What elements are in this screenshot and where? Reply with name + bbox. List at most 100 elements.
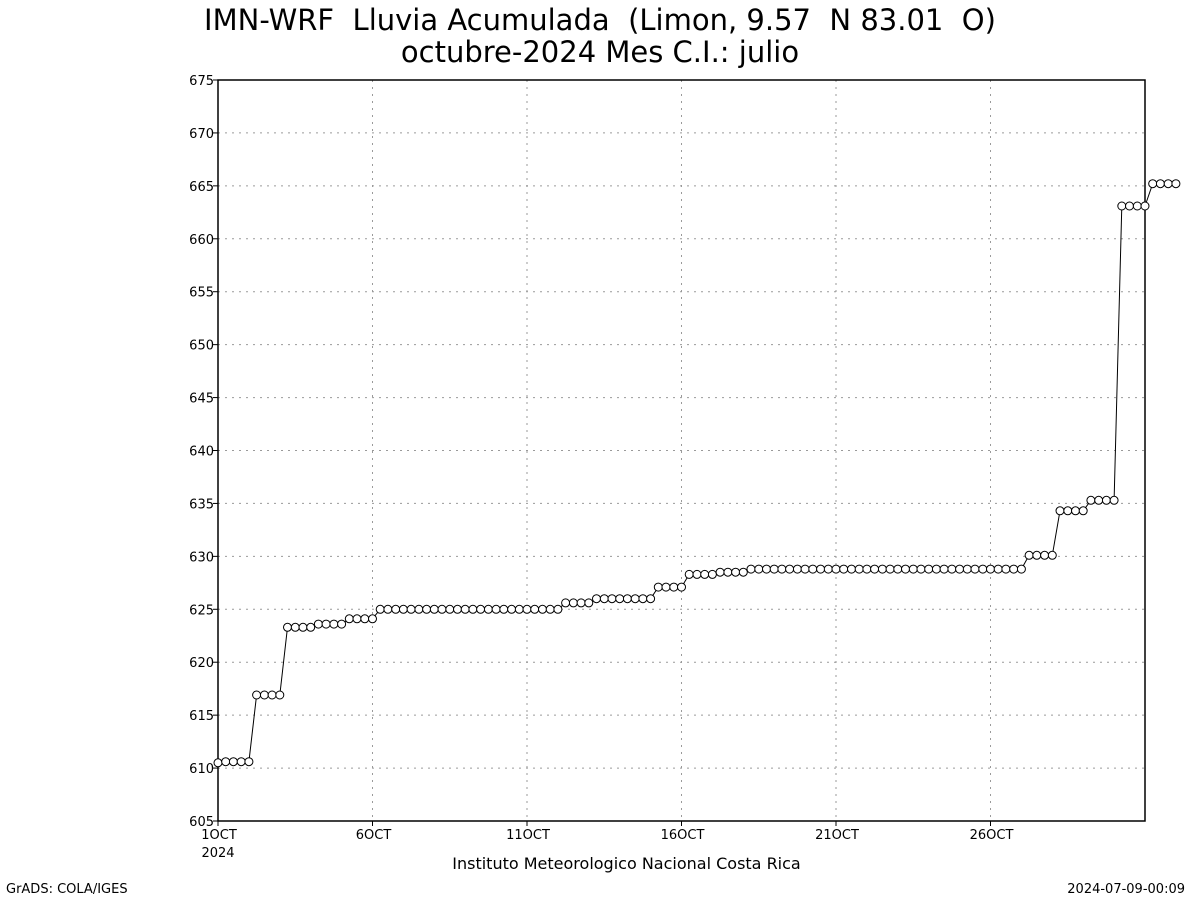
data-point — [391, 604, 401, 614]
data-point — [1109, 495, 1119, 505]
data-point — [228, 757, 238, 767]
data-point — [584, 598, 594, 608]
data-point — [839, 564, 849, 574]
data-point — [831, 564, 841, 574]
data-point — [530, 604, 540, 614]
data-point — [414, 604, 424, 614]
data-point — [491, 604, 501, 614]
data-point — [1063, 506, 1073, 516]
data-point — [1140, 201, 1150, 211]
data-point — [1171, 179, 1181, 189]
data-point — [785, 564, 795, 574]
y-tick-label: 615 — [189, 709, 214, 724]
data-point — [368, 614, 377, 624]
data-point — [507, 604, 517, 614]
data-point — [901, 564, 910, 574]
accumulated-rain-line — [217, 183, 1176, 764]
data-point — [669, 582, 679, 592]
data-point — [823, 564, 833, 574]
data-point — [1055, 506, 1065, 516]
data-point — [808, 564, 818, 574]
y-tick-label: 665 — [189, 180, 214, 195]
data-point — [746, 564, 756, 574]
data-point — [893, 564, 903, 574]
data-point — [939, 564, 949, 574]
x-tick-year-label: 2024 — [201, 846, 234, 861]
data-point — [993, 564, 1003, 574]
data-point — [499, 604, 509, 614]
data-point — [908, 564, 918, 574]
x-tick-label: 21OCT — [815, 828, 859, 843]
data-point — [1009, 564, 1019, 574]
data-point — [1078, 506, 1088, 516]
data-point — [429, 604, 439, 614]
x-tick-label: 16OCT — [661, 828, 705, 843]
data-point — [1125, 201, 1134, 211]
y-tick-label: 630 — [189, 550, 214, 565]
data-point — [615, 594, 625, 604]
data-point — [1040, 550, 1050, 560]
data-point — [978, 564, 988, 574]
data-point — [283, 622, 292, 632]
y-tick-label: 610 — [189, 762, 214, 777]
data-point — [816, 564, 826, 574]
data-point — [298, 622, 308, 632]
data-point — [538, 604, 547, 614]
data-point — [568, 598, 578, 608]
data-point — [1148, 179, 1158, 189]
data-point — [630, 594, 640, 604]
data-point — [522, 604, 532, 614]
data-point — [1132, 201, 1142, 211]
axis-ticks — [213, 79, 991, 826]
data-point — [321, 619, 331, 629]
institute-label: Instituto Meteorologico Nacional Costa R… — [452, 854, 801, 873]
data-point — [453, 604, 462, 614]
data-point — [592, 594, 601, 604]
data-point — [1032, 550, 1042, 560]
x-tick-label: 6OCT — [356, 828, 392, 843]
data-point — [622, 594, 632, 604]
chart-subtitle: octubre-2024 Mes C.I.: julio — [400, 35, 800, 69]
data-point — [406, 604, 416, 614]
data-point — [885, 564, 895, 574]
y-tick-label: 650 — [189, 339, 214, 354]
data-point — [955, 564, 965, 574]
data-point — [970, 564, 980, 574]
data-point — [290, 622, 300, 632]
data-point — [267, 690, 277, 700]
data-point — [422, 604, 432, 614]
data-point — [483, 604, 493, 614]
data-point — [398, 604, 408, 614]
y-tick-label: 645 — [189, 392, 214, 407]
data-point — [244, 757, 254, 767]
y-tick-label: 670 — [189, 127, 214, 142]
data-point — [715, 567, 725, 577]
data-point — [769, 564, 779, 574]
data-point — [599, 594, 609, 604]
data-point — [700, 569, 710, 579]
data-point — [236, 757, 246, 767]
data-point — [1101, 495, 1111, 505]
data-point — [962, 564, 972, 574]
data-point — [561, 598, 571, 608]
data-point — [221, 757, 231, 767]
data-point — [731, 567, 741, 577]
data-point — [677, 582, 686, 592]
data-point — [437, 604, 447, 614]
chart-title: IMN-WRF Lluvia Acumulada (Limon, 9.57 N … — [204, 3, 996, 37]
data-point — [762, 564, 771, 574]
data-point — [916, 564, 926, 574]
data-point — [375, 604, 385, 614]
data-point — [646, 594, 656, 604]
data-point — [692, 569, 702, 579]
y-tick-label: 640 — [189, 445, 214, 460]
data-point — [707, 569, 717, 579]
data-point — [777, 564, 787, 574]
data-point — [847, 564, 856, 574]
y-tick-label: 655 — [189, 286, 214, 301]
data-point — [854, 564, 864, 574]
data-point — [213, 758, 223, 768]
data-point — [252, 690, 262, 700]
data-point — [476, 604, 486, 614]
